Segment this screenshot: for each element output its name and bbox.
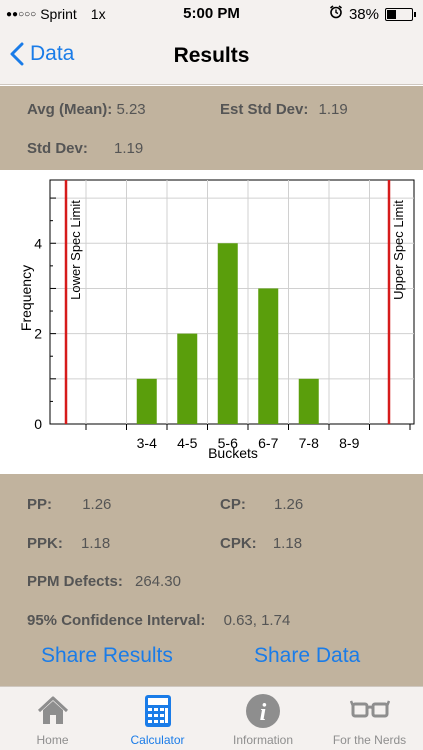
cp-stat: CP: 1.26 [220,496,303,513]
cpk-stat: CPK: 1.18 [220,535,302,552]
confidence-interval-label: 95% Confidence Interval: [27,612,206,629]
back-label: Data [30,42,75,65]
calculator-icon [144,693,172,729]
tab-bar: Home Calculator i Information For the Ne… [0,686,423,750]
tab-information-label: Information [232,733,294,747]
confidence-interval-stat: 95% Confidence Interval: 0.63, 1.74 [27,612,290,629]
tab-for-the-nerds[interactable]: For the Nerds [316,687,423,750]
histogram-bar [217,243,238,424]
x-tick-label: 4-5 [177,435,197,451]
battery-icon [385,7,416,21]
mean-label: Avg (Mean): [27,101,113,118]
histogram-bar [136,378,157,424]
tab-for-the-nerds-label: For the Nerds [332,733,407,747]
battery-percent: 38% [348,5,379,23]
x-tick-label: 3-4 [137,435,157,451]
home-icon [37,693,69,729]
tab-home-label: Home [36,733,69,747]
summary-stats: Avg (Mean): 5.23 Est Std Dev: 1.19 Std D… [0,86,423,170]
histogram-chart: 0 2 4 3-4 4-5 5-6 6-7 7-8 8-9 Frequency Buckets … [0,170,423,474]
histogram-bar [177,333,198,424]
cpk-value: 1.18 [272,535,303,552]
signal-strength-icon: ●●○○○ [6,8,37,20]
back-button[interactable]: Data [10,42,74,66]
navigation-bar: Data Results [0,30,423,85]
cpk-label: CPK: [220,535,257,552]
carrier-group: ●●○○○ Sprint 1x [6,6,106,22]
est-std-dev-stat: Est Std Dev: 1.19 [220,101,348,118]
status-time: 5:00 PM [183,5,240,22]
carrier-name: Sprint [40,6,77,22]
share-results-button[interactable]: Share Results [41,644,173,667]
y-tick-label: 4 [34,235,42,251]
svg-text:i: i [260,700,267,726]
x-tick-label: 5-6 [218,435,238,451]
std-dev-stat: Std Dev: 1.19 [27,140,143,157]
x-tick-label: 6-7 [258,435,278,451]
share-actions: Share Results Share Data [0,640,423,680]
alarm-icon [329,5,343,23]
tab-calculator-label: Calculator [130,733,185,747]
chart-bars [136,243,319,424]
tab-information[interactable]: i Information [210,687,316,750]
histogram-bar [298,378,319,424]
ppk-value: 1.18 [81,535,111,552]
chart-axes: 0 2 4 3-4 4-5 5-6 6-7 7-8 8-9 [34,197,411,451]
ppm-defects-label: PPM Defects: [27,573,123,590]
capability-stats: PP: 1.26 CP: 1.26 PPK: 1.18 CPK: 1.18 PP… [0,474,423,686]
info-icon: i [245,693,281,729]
status-bar: ●●○○○ Sprint 1x 5:00 PM 38% [0,0,423,30]
mean-stat: Avg (Mean): 5.23 [27,101,146,118]
mean-value: 5.23 [116,101,146,118]
page-title: Results [173,44,250,67]
std-dev-label: Std Dev: [27,140,88,157]
x-tick-label: 8-9 [339,435,359,451]
tab-home[interactable]: Home [0,687,105,750]
ppk-stat: PPK: 1.18 [27,535,110,552]
network-type: 1x [90,6,106,22]
chevron-left-icon [10,42,24,66]
share-data-button[interactable]: Share Data [254,644,361,667]
est-std-dev-value: 1.19 [318,101,348,118]
x-tick-label: 7-8 [299,435,319,451]
pp-label: PP: [27,496,53,513]
glasses-icon [349,693,390,729]
lower-spec-limit-label: Lower Spec Limit [68,200,83,300]
std-dev-value: 1.19 [114,140,144,157]
ppk-label: PPK: [27,535,63,552]
tab-calculator[interactable]: Calculator [105,687,210,750]
y-tick-label: 2 [34,326,42,342]
y-tick-label: 0 [34,416,42,432]
spec-limits [64,180,391,424]
y-axis-label: Frequency [18,265,34,331]
histogram-bar [258,288,279,424]
pp-value: 1.26 [82,496,112,513]
ppm-defects-value: 264.30 [135,573,181,590]
status-right: 38% [329,5,416,23]
cp-label: CP: [220,496,246,513]
x-axis-label: Buckets [208,445,258,461]
cp-value: 1.26 [274,496,304,513]
pp-stat: PP: 1.26 [27,496,111,513]
est-std-dev-label: Est Std Dev: [220,101,309,118]
upper-spec-limit-label: Upper Spec Limit [391,200,406,300]
ppm-defects-stat: PPM Defects: 264.30 [27,573,181,590]
confidence-interval-value: 0.63, 1.74 [223,612,291,629]
